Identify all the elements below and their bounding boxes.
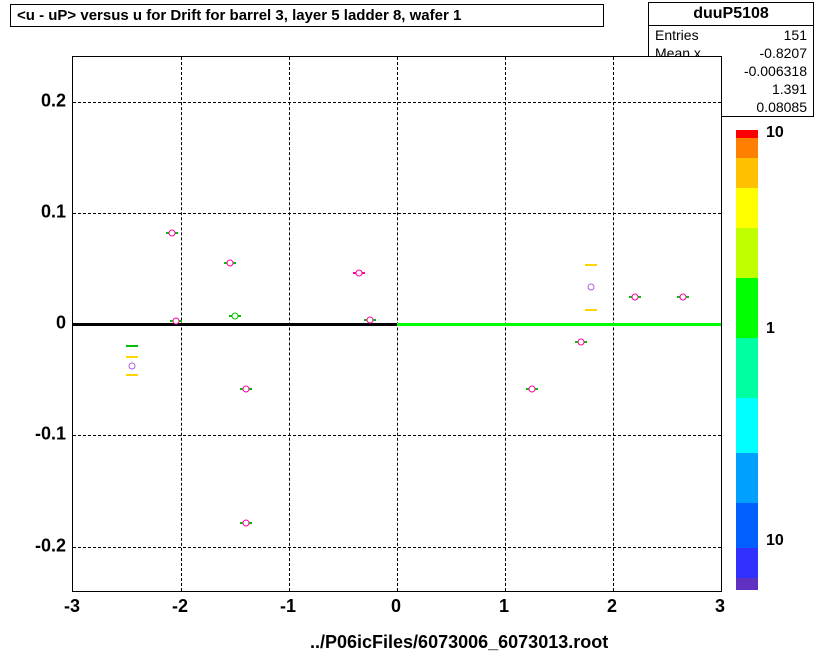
data-bar: [126, 345, 138, 347]
footer-filename: ../P06icFiles/6073006_6073013.root: [310, 632, 608, 653]
ytick-label: -0.2: [20, 535, 66, 556]
gridline-h: [73, 213, 721, 214]
zero-line: [73, 323, 397, 326]
gridline-h: [73, 435, 721, 436]
xtick-label: -2: [172, 596, 188, 617]
colorbar-segment: [736, 578, 758, 590]
error-bar: [126, 374, 138, 376]
data-point: [367, 316, 374, 323]
error-bar: [126, 356, 138, 358]
colorbar-label: 1: [766, 320, 775, 338]
data-point: [169, 229, 176, 236]
colorbar-segment: [736, 158, 758, 188]
stats-row: Entries151: [649, 26, 813, 44]
colorbar-segment: [736, 138, 758, 158]
xtick-label: 0: [391, 596, 401, 617]
colorbar-segment: [736, 338, 758, 398]
xtick-label: 2: [607, 596, 617, 617]
plot-title: <u - uP> versus u for Drift for barrel 3…: [10, 4, 604, 27]
fit-line: [397, 323, 721, 326]
colorbar-segment: [736, 398, 758, 453]
error-bar: [585, 309, 597, 311]
ytick-label: 0.1: [20, 201, 66, 222]
gridline-h: [73, 102, 721, 103]
ytick-label: 0.2: [20, 90, 66, 111]
data-point: [242, 385, 249, 392]
data-point: [529, 385, 536, 392]
colorbar-segment: [736, 548, 758, 578]
colorbar-label: 10: [766, 124, 784, 142]
data-point: [232, 313, 239, 320]
xtick-label: -1: [280, 596, 296, 617]
xtick-label: -3: [64, 596, 80, 617]
colorbar-segment: [736, 130, 758, 138]
xtick-label: 3: [715, 596, 725, 617]
data-point: [631, 294, 638, 301]
data-point: [680, 294, 687, 301]
xtick-label: 1: [499, 596, 509, 617]
error-bar: [585, 264, 597, 266]
colorbar-label: 10: [766, 532, 784, 550]
data-point: [588, 284, 595, 291]
colorbar-segment: [736, 228, 758, 278]
colorbar-segment: [736, 188, 758, 228]
data-point: [226, 259, 233, 266]
data-point: [129, 363, 136, 370]
colorbar-segment: [736, 278, 758, 338]
data-point: [172, 317, 179, 324]
ytick-label: 0: [20, 313, 66, 334]
title-text: <u - uP> versus u for Drift for barrel 3…: [17, 7, 461, 24]
data-point: [242, 520, 249, 527]
colorbar-segment: [736, 453, 758, 503]
plot-area: [72, 56, 722, 592]
colorbar: [736, 130, 758, 590]
ytick-label: -0.1: [20, 424, 66, 445]
data-point: [356, 269, 363, 276]
gridline-h: [73, 547, 721, 548]
data-point: [577, 338, 584, 345]
colorbar-segment: [736, 503, 758, 548]
stats-name: duuP5108: [649, 3, 813, 26]
